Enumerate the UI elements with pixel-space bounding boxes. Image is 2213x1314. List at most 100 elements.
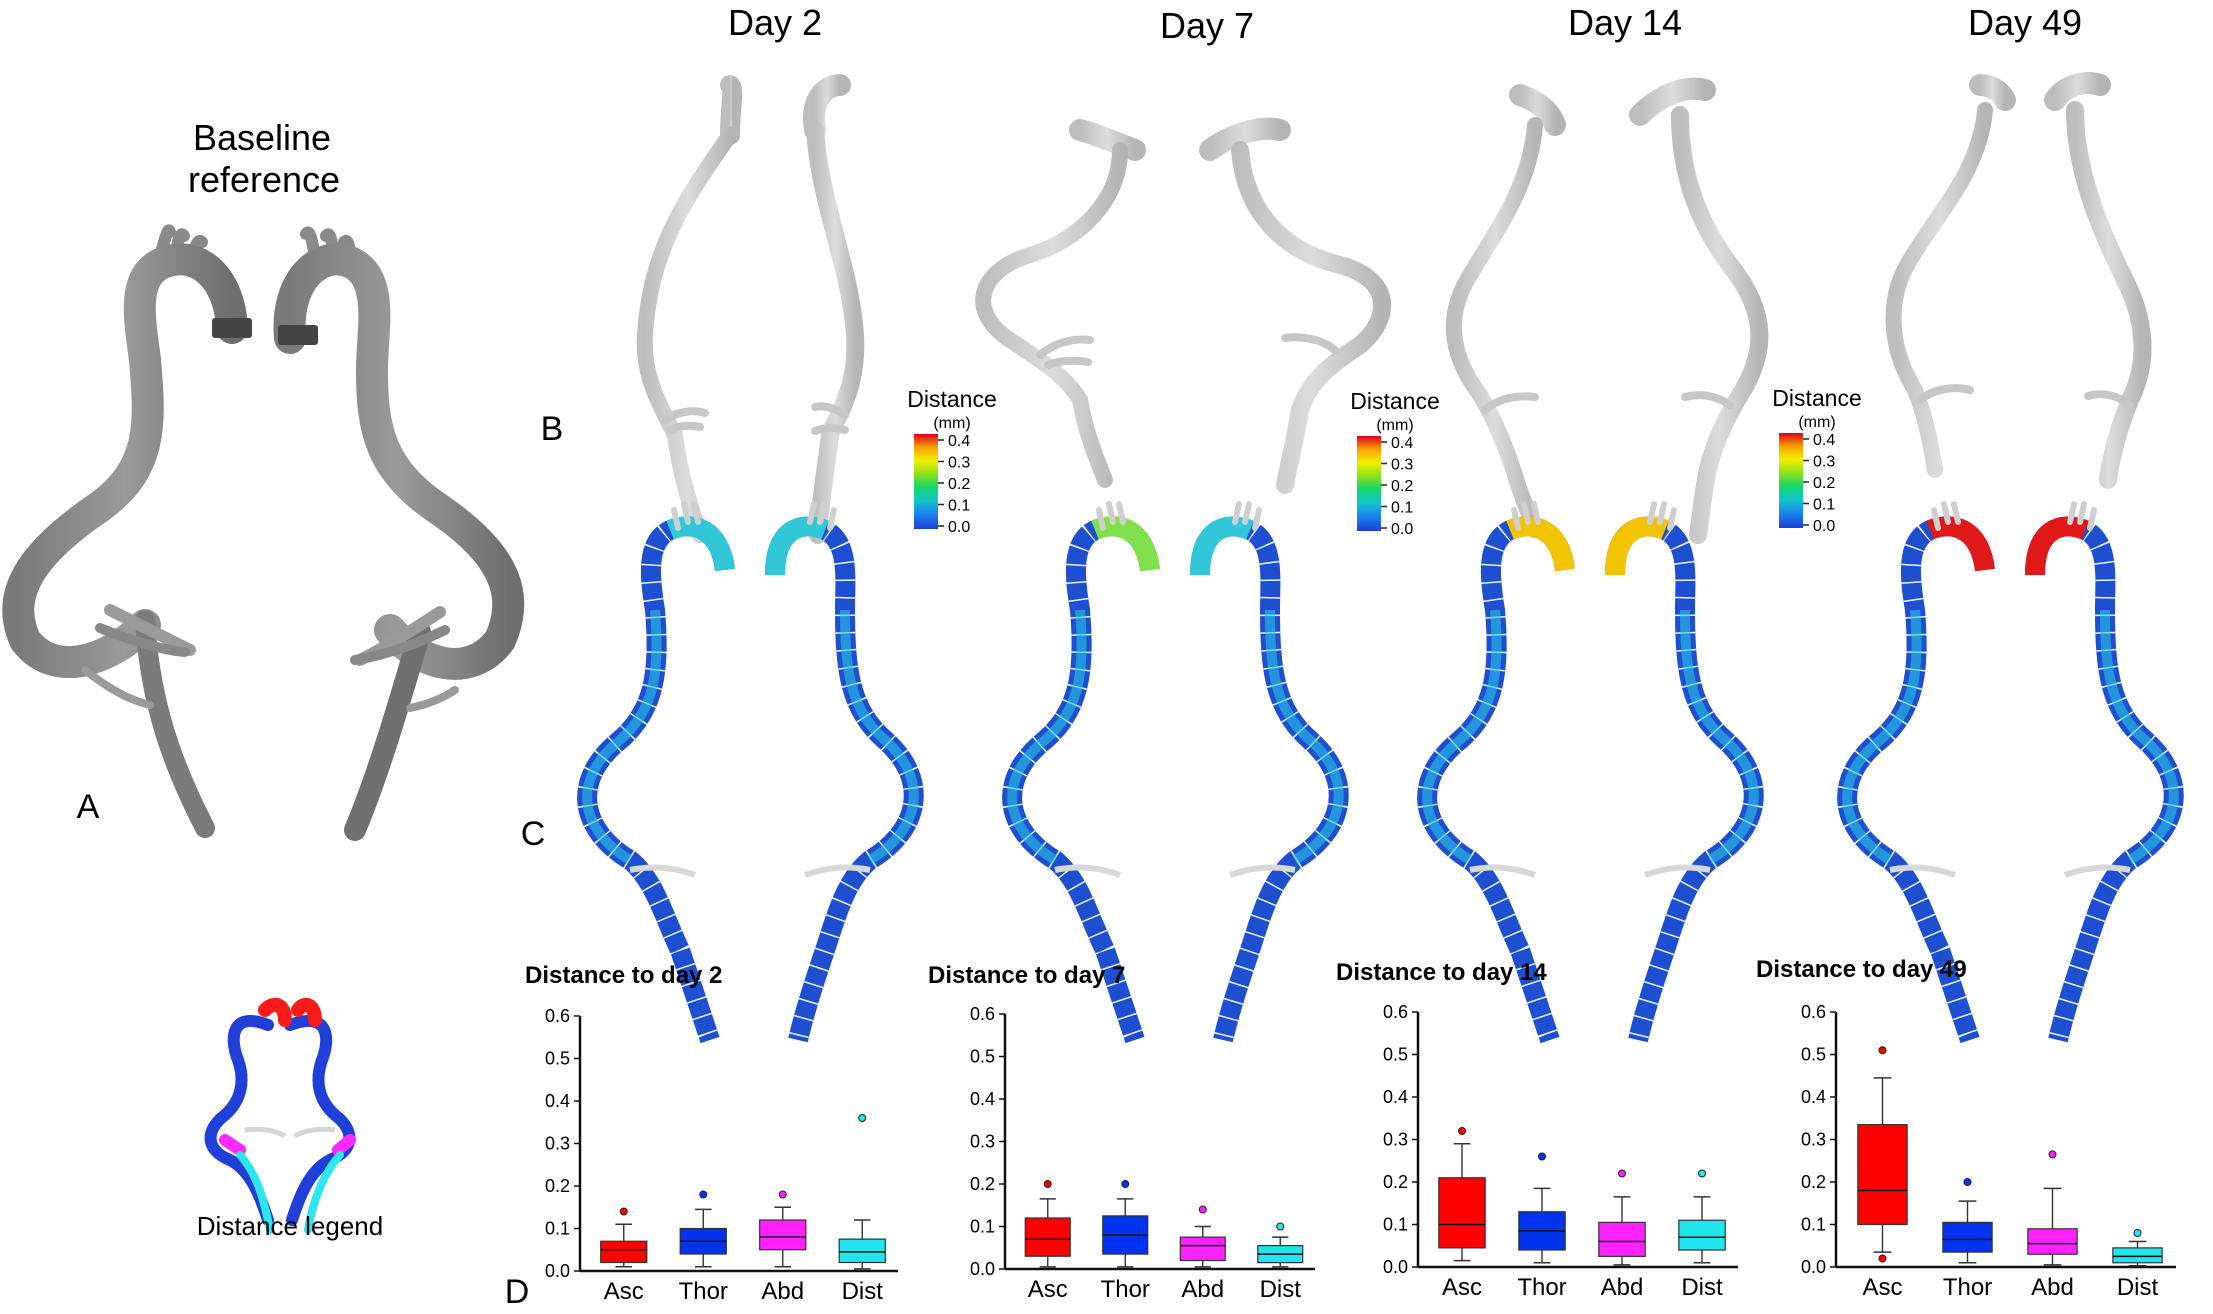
box-abd [2027,1228,2078,1255]
colorbar-tick-label: 0.4 [948,433,970,450]
colorbar-unit: (mm) [933,415,970,432]
mesh-branch-stub [1252,507,1262,531]
mesh-midband-right [1265,609,1344,865]
colorbar-tick-label: 0.4 [1391,435,1413,452]
mesh-arch-right [1605,516,1669,576]
x-tick-label: Abd [1601,1274,1644,1301]
mesh-branch-stub [2087,507,2097,531]
x-tick-label: Thor [1517,1274,1566,1301]
box-chart-3: Distance to day 14 0.6 0.5 0.4 0.3 0.2 0.1 0.0 A… [1336,959,1738,1301]
mesh-branch-stub [1931,507,1941,531]
mesh-arch-left [1926,516,1995,572]
y-tick-label: 0.4 [545,1091,570,1111]
colorbar-tick-label: 0.1 [1813,497,1835,514]
colorbar-tick-label: 0.2 [1391,478,1413,495]
x-tick-label: Asc [604,1278,644,1305]
y-tick-label: 0.0 [970,1259,995,1279]
y-tick-label: 0.1 [1801,1215,1826,1235]
colorbar-tick-label: 0.4 [1813,432,1835,449]
colorbar-title: Distance [1772,385,1861,411]
mesh-branch-stub [1116,501,1126,525]
box-asc [1857,1124,1908,1226]
mesh-midband-left [1842,609,1922,865]
mesh-branch-stub [1096,507,1106,531]
colorbars: Distance(mm)0.40.30.20.10.0Distance(mm)0… [907,385,1861,538]
mesh-renal-left [629,864,696,878]
x-tick-label: Thor [1101,1276,1150,1303]
colorbar-tick-label: 0.2 [948,476,970,493]
mesh-renal-right [1229,864,1296,878]
box-outlier [2133,1229,2142,1237]
vessels-day14 [1446,84,1566,538]
box-dist [2112,1247,2163,1264]
y-tick-label: 0.5 [545,1049,570,1069]
vessels-day14-right [1629,77,1769,544]
panel-label-a: A [77,788,100,826]
y-tick-label: 0.2 [1383,1172,1408,1192]
y-tick-label: 0.5 [1383,1045,1408,1065]
mesh-panels [577,501,2184,1044]
mesh-vessel-right [1605,516,1764,1043]
box-outlier [778,1190,787,1199]
box-thor [1942,1221,1993,1253]
mesh-branch-stub [1657,501,1667,525]
box-outlier [1878,1254,1887,1263]
y-tick-label: 0.2 [545,1176,570,1196]
colorbar-tick-label: 0.1 [1391,500,1413,517]
colorbar-tick-label: 0.3 [1813,454,1835,471]
x-tick-label: Dist [1681,1274,1723,1301]
vessels-day7 [975,119,1146,488]
box-outlier [1458,1127,1466,1135]
mesh-midband-right [2100,609,2179,865]
mesh-arch-right [1190,516,1254,576]
mesh-midband-left [1422,609,1502,865]
box-outlier [1538,1152,1546,1161]
colorbar-tick-label: 0.1 [948,498,970,515]
mesh-branch-stub [2077,501,2087,525]
panel-label-b: B [541,410,564,448]
box-outlier [1963,1178,1972,1186]
y-tick-label: 0.0 [1801,1257,1826,1277]
mesh-arch-left [666,516,735,572]
y-tick-label: 0.1 [545,1219,570,1239]
box-outlier [1198,1205,1207,1214]
mesh-branch-stub [1521,501,1531,525]
baseline-vessel-right [273,226,525,841]
mesh-branch-stub [691,501,701,525]
box-chart-title: Distance to day 49 [1756,956,1967,983]
mesh-day-1 [577,501,924,1044]
mesh-midband-left [1007,609,1087,865]
y-tick-label: 0.1 [1383,1215,1408,1235]
y-tick-label: 0.6 [1383,1002,1408,1022]
day-header-14: Day 14 [1568,2,1682,43]
mesh-day-2 [1002,501,1349,1044]
day-header-49: Day 49 [1968,2,2082,43]
colorbar-title: Distance [907,386,996,412]
y-tick-label: 0.4 [970,1089,995,1109]
colorbar-tick-label: 0.0 [948,519,970,536]
mesh-branch-stub [1242,501,1252,525]
colorbar-gradient [1357,436,1381,531]
mesh-branch-stub [2067,501,2077,525]
mesh-branch-stub [817,501,827,525]
colorbar-tick-label: 0.3 [948,455,970,472]
y-tick-label: 0.3 [1801,1130,1826,1150]
x-tick-label: Dist [842,1278,884,1305]
box-chart-title: Distance to day 2 [525,962,722,989]
box-abd [759,1219,807,1251]
mesh-day-3 [1417,501,1764,1044]
mesh-midband-right [840,609,919,865]
x-tick-label: Thor [1943,1274,1992,1301]
x-tick-label: Abd [1181,1276,1224,1303]
distance-legend-caption: Distance legend [197,1211,383,1241]
colorbar-unit: (mm) [1376,417,1413,434]
box-chart-1: Distance to day 2 0.6 0.5 0.4 0.3 0.2 0.1 0.0 As… [525,962,898,1305]
box-asc [600,1240,648,1264]
box-chart-title: Distance to day 7 [928,962,1125,989]
mesh-renal-left [1469,864,1536,878]
box-outlier [1276,1222,1285,1231]
x-tick-label: Asc [1442,1274,1482,1301]
colorbar-tick-label: 0.0 [1391,521,1413,538]
box-outlier [2048,1150,2057,1159]
